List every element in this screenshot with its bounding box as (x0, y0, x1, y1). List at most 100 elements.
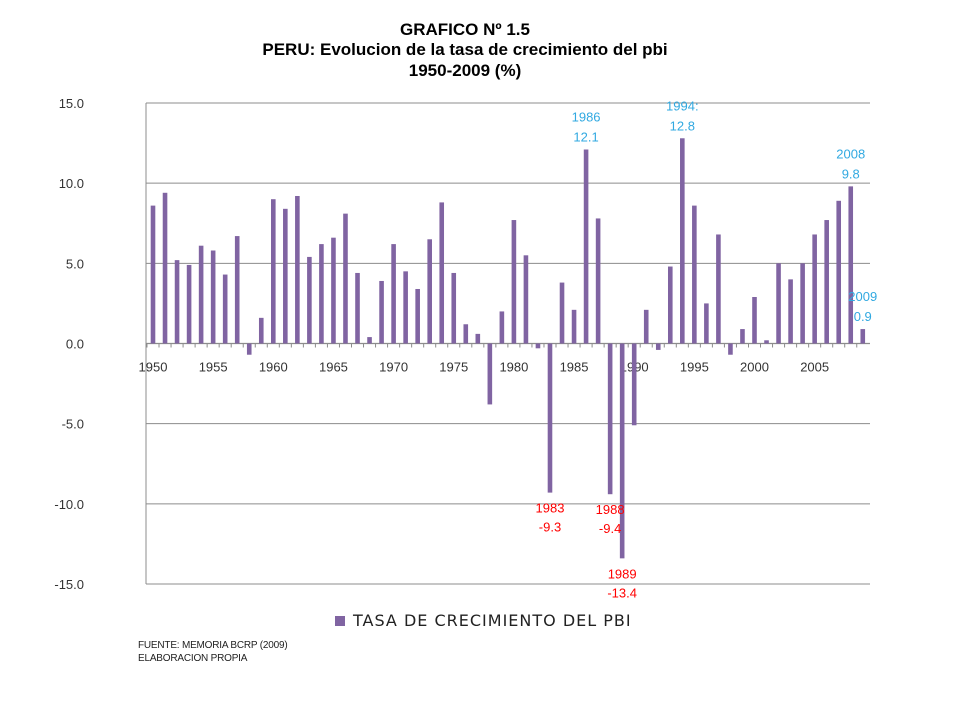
chart-subtitle: PERU: Evolucion de la tasa de crecimient… (262, 40, 668, 59)
bar-2009 (860, 329, 866, 344)
bar-1968 (367, 337, 372, 344)
bar-1969 (379, 280, 384, 344)
x-tick-label: 1955 (199, 360, 228, 375)
bar-2005 (812, 234, 817, 344)
bar-1994 (680, 138, 685, 344)
bar-1978 (487, 343, 493, 405)
bar-1995 (692, 205, 697, 344)
bar-1957 (234, 236, 240, 344)
bar-1954 (198, 245, 204, 344)
bar-1990 (631, 343, 637, 426)
bar-1973 (427, 239, 432, 344)
bar-1967 (355, 272, 360, 344)
label-layer: 1986 12.1 1994: 12.8 2008 9.8 2009 0.9 1983 -9.3 1… (536, 98, 878, 600)
annotation-value-2008: 9.8 (842, 166, 860, 181)
annotation-year-2009: 2009 (848, 289, 877, 304)
bar-1987 (595, 218, 601, 344)
annotation-value-1986: 12.1 (573, 129, 598, 144)
annotation-year-1983: 1983 (536, 501, 565, 516)
bar-1989 (619, 343, 625, 559)
bar-1974 (439, 202, 445, 344)
annotation-value-1988: -9.4 (599, 521, 621, 536)
annotation-year-1989: 1989 (608, 566, 637, 581)
annotation-value-1989: -13.4 (607, 585, 637, 600)
bar-1988 (607, 343, 613, 495)
bar-2002 (776, 263, 781, 344)
bar-1977 (475, 333, 481, 344)
annotation-value-1994: 12.8 (670, 118, 695, 133)
bar-2000 (752, 297, 757, 344)
x-tick-label: 1985 (560, 360, 589, 375)
bar-1999 (740, 329, 745, 344)
source-note: FUENTE: MEMORIA BCRP (2009) (138, 640, 288, 651)
bar-1998 (728, 343, 733, 355)
bar-1976 (463, 324, 469, 344)
annotation-year-1988: 1988 (596, 502, 625, 517)
bar-1964 (319, 244, 324, 344)
bar-2001 (764, 340, 769, 344)
bar-1961 (283, 208, 288, 344)
bar-1993 (667, 266, 673, 344)
bar-1970 (391, 244, 396, 344)
chart-subtitle-period: 1950-2009 (%) (408, 61, 522, 80)
x-tick-label: 1965 (319, 360, 348, 375)
x-tick-label: 1950 (139, 360, 168, 375)
bar-1962 (295, 195, 300, 344)
bar-1965 (331, 237, 336, 344)
bar-1991 (643, 309, 649, 344)
bar-1953 (186, 264, 192, 344)
y-tick-label: -15.0 (54, 577, 84, 592)
annotation-value-1983: -9.3 (539, 520, 561, 535)
bar-1950 (150, 205, 156, 344)
x-tick-label: 2005 (800, 360, 829, 375)
x-tick-label: 1960 (259, 360, 288, 375)
bar-1983 (547, 343, 553, 493)
bar-2007 (836, 200, 842, 344)
bar-2004 (800, 263, 805, 344)
legend: TASA DE CRECIMIENTO DEL PBI (335, 611, 632, 630)
annotation-year-2008: 2008 (836, 146, 865, 161)
bar-1951 (162, 192, 168, 344)
bar-1996 (704, 303, 709, 344)
bar-1986 (583, 149, 589, 344)
bar-1985 (571, 309, 577, 344)
bar-1984 (559, 282, 565, 344)
bar-1955 (210, 250, 216, 344)
bar-2003 (788, 279, 793, 344)
x-tick-label: 2000 (740, 360, 769, 375)
bar-1966 (343, 213, 348, 344)
bar-1959 (258, 317, 264, 344)
x-tick-label: 1980 (499, 360, 528, 375)
annotation-value-2009: 0.9 (854, 309, 872, 324)
bar-2008 (848, 186, 854, 344)
y-tick-label: 0.0 (66, 337, 84, 352)
y-tick-label: -10.0 (54, 497, 84, 512)
grid-layer (146, 102, 870, 585)
bar-1997 (716, 234, 721, 344)
y-tick-label: -5.0 (62, 417, 84, 432)
bar-2006 (824, 220, 829, 344)
x-tick-label: 1975 (439, 360, 468, 375)
annotation-year-1986: 1986 (572, 109, 601, 124)
annotation-year-1994: 1994: (666, 98, 699, 113)
legend-swatch (335, 615, 345, 626)
bar-1972 (415, 288, 420, 344)
bar-1981 (523, 255, 529, 344)
bar-1952 (174, 260, 180, 344)
x-tick-label: 1970 (379, 360, 408, 375)
bar-1975 (451, 272, 457, 344)
y-tick-label: 10.0 (59, 176, 84, 191)
bar-1980 (511, 220, 517, 344)
bar-1963 (307, 256, 312, 344)
y-tick-label: 15.0 (59, 96, 84, 111)
bar-1992 (655, 343, 661, 350)
bar-1958 (246, 343, 252, 355)
author-note: ELABORACION PROPIA (138, 653, 248, 664)
x-tick-label: 1995 (680, 360, 709, 375)
bar-1956 (222, 274, 228, 344)
bar-layer (150, 138, 866, 559)
legend-label: TASA DE CRECIMIENTO DEL PBI (353, 611, 632, 630)
chart-title: GRAFICO Nº 1.5 (400, 20, 530, 39)
axis-layer: 15.0 10.0 5.0 0.0 -5.0 -10.0 -15.0 1950 1955 1960… (54, 96, 870, 592)
